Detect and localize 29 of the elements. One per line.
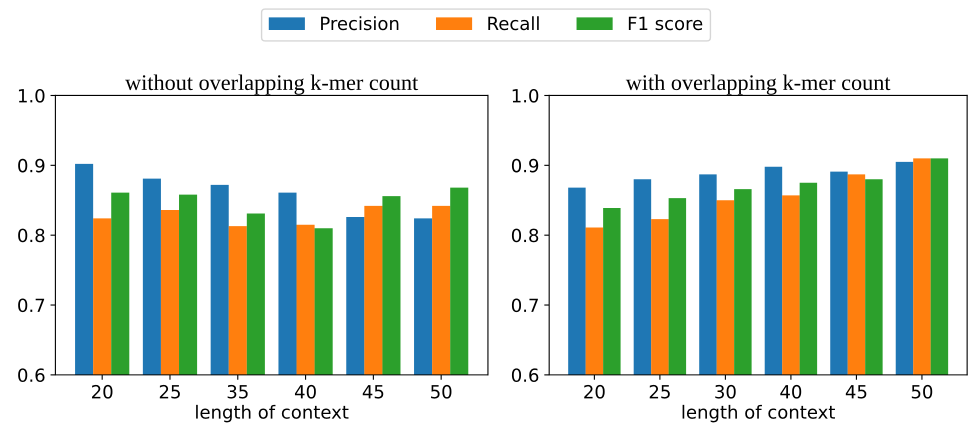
x-tick-label: 45 [362,385,384,399]
x-tick-label: 50 [431,384,452,399]
x-tick-label: 30 [715,384,736,399]
y-tick-label: 0.6 [512,368,538,382]
y-tick-label: 0.7 [18,298,44,312]
x-axis-title: length of context [196,404,348,422]
x-tick-label: 35 [228,384,248,399]
legend-label: F1 score [628,16,702,30]
legend-label: Recall [488,16,539,30]
y-tick-label: 0.7 [512,298,538,312]
x-tick-label: 25 [160,384,180,399]
y-tick-label: 0.8 [18,228,44,242]
x-tick-label: 45 [846,385,866,399]
y-tick-label: 0.9 [18,158,44,172]
x-tick-label: 25 [650,384,670,399]
x-tick-label: 20 [584,384,605,399]
x-tick-label: 20 [92,384,112,399]
y-tick-label: 0.8 [512,228,538,242]
x-axis-title: length of context [682,404,835,422]
y-tick-label: 0.6 [18,368,45,382]
x-tick-label: 40 [294,384,316,399]
y-tick-label: 1.0 [18,88,44,103]
chart-title: without overlapping k-mer count [125,74,418,95]
y-tick-label: 1.0 [512,88,538,103]
legend-label: Precision [321,16,398,30]
x-tick-label: 40 [780,384,802,399]
y-tick-label: 0.9 [512,158,538,172]
x-tick-label: 50 [912,384,932,399]
chart-title: with overlapping k-mer count [626,74,890,95]
